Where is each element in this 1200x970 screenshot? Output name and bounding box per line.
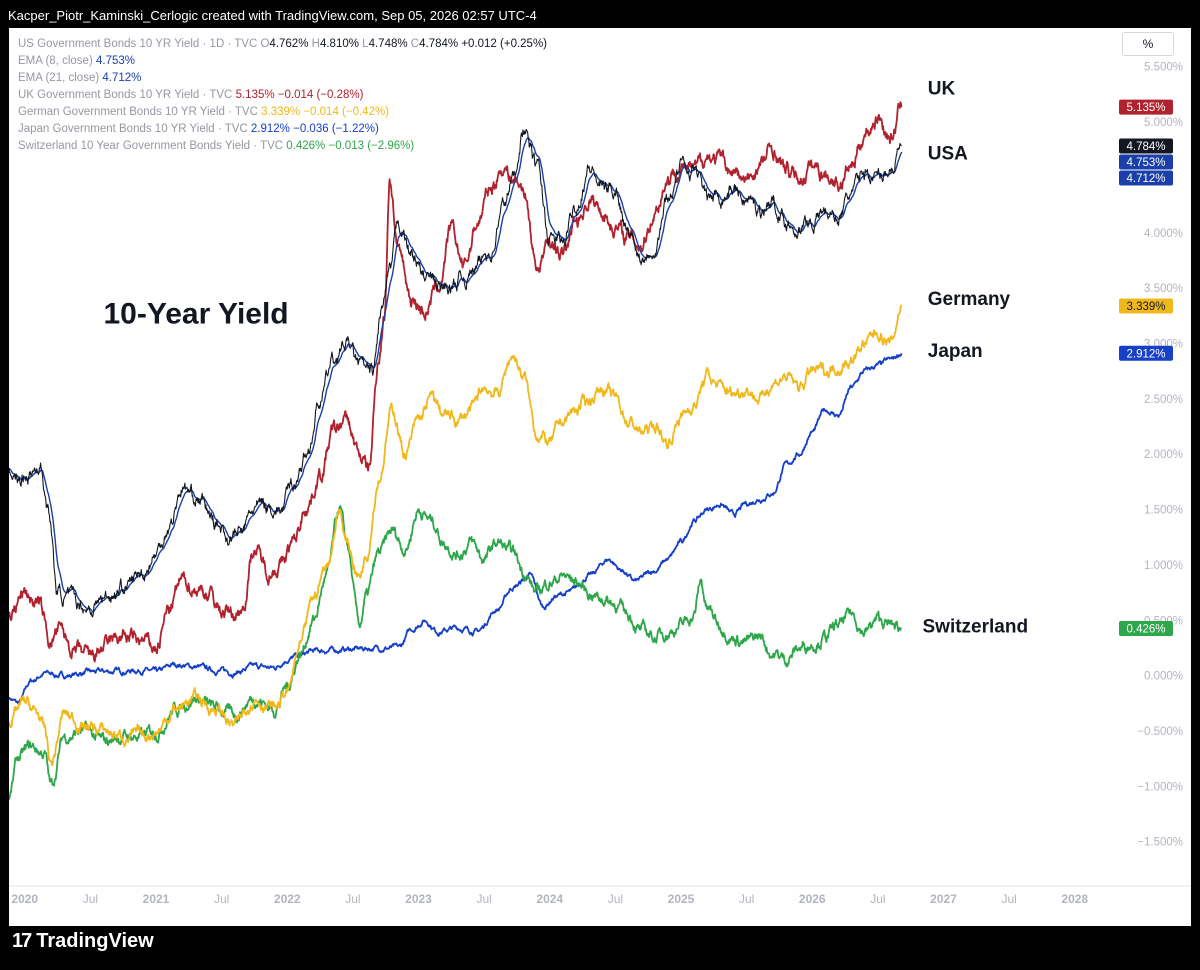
y-tick-label: 0.000% xyxy=(1144,671,1183,683)
y-tick-label: 1.500% xyxy=(1144,505,1183,517)
series-annotation: Japan xyxy=(928,341,983,362)
legend-de-value: 3.339% xyxy=(261,106,301,118)
y-tick-label: 5.000% xyxy=(1144,117,1183,129)
x-tick-label: 2022 xyxy=(274,892,301,906)
x-tick-label: Jul xyxy=(214,892,229,906)
series-line-uk xyxy=(9,101,903,663)
legend-ema8-value: 4.753% xyxy=(95,55,135,67)
legend-row-us[interactable]: US Government Bonds 10 YR Yield · 1D · T… xyxy=(18,36,547,53)
series-annotation: USA xyxy=(928,144,968,165)
price-tag-label: 4.712% xyxy=(1126,173,1165,185)
y-tick-label: 1.000% xyxy=(1144,560,1183,572)
price-tag xyxy=(1119,620,1173,636)
y-tick-label: 4.000% xyxy=(1144,228,1183,240)
legend-jp-value: 2.912% xyxy=(250,123,290,135)
x-tick-label: 2020 xyxy=(11,892,38,906)
price-tag xyxy=(1119,99,1173,115)
x-tick-label: 2021 xyxy=(143,892,170,906)
x-tick-label: Jul xyxy=(1001,892,1016,906)
x-tick-label: Jul xyxy=(83,892,98,906)
legend-de-change: −0.014 (−0.42%) xyxy=(303,106,390,118)
y-tick-label: 2.000% xyxy=(1144,449,1183,461)
percent-scale-button[interactable]: % xyxy=(1122,32,1174,56)
price-tag-label: 4.753% xyxy=(1126,157,1165,169)
y-tick-label: −1.500% xyxy=(1137,837,1183,849)
chart-title: 10-Year Yield xyxy=(104,298,289,331)
x-tick-label: 2025 xyxy=(668,892,695,906)
series-line-us-ema xyxy=(9,137,903,613)
tradingview-logo[interactable]: 17 TradingView xyxy=(12,928,154,954)
legend-row-ema21[interactable]: EMA (21, close) 4.712% xyxy=(18,72,142,84)
x-tick-label: 2028 xyxy=(1061,892,1088,906)
legend-ch-change: −0.013 (−2.96%) xyxy=(328,140,415,152)
x-tick-label: 2026 xyxy=(799,892,826,906)
legend-us-ohlc: O4.762% H4.810% L4.748% C4.784% +0.012 (… xyxy=(260,38,547,50)
series-line-de xyxy=(9,304,902,767)
price-tag xyxy=(1119,298,1173,314)
x-tick-label: Jul xyxy=(739,892,754,906)
series-annotation: Switzerland xyxy=(923,616,1029,637)
attribution-text: Kacper_Piotr_Kaminski_Cerlogic created w… xyxy=(8,8,537,23)
chart-canvas[interactable]: 5.500%5.000%4.000%3.500%3.000%2.500%2.00… xyxy=(9,28,1191,926)
tradingview-logo-icon: 17 xyxy=(12,929,32,952)
price-tag xyxy=(1119,170,1173,186)
legend-uk-change: −0.014 (−0.28%) xyxy=(277,89,364,101)
price-tag xyxy=(1119,345,1173,361)
chart-panel[interactable]: 5.500% 5.000% 4.000% 3.500% 3.000% 2.500% 2.00… xyxy=(9,28,1191,926)
x-tick-label: 2024 xyxy=(536,892,563,906)
y-tick-label: 2.500% xyxy=(1144,394,1183,406)
y-tick-label: −0.500% xyxy=(1137,726,1183,738)
legend-row-ema8[interactable]: EMA (8, close) 4.753% xyxy=(18,55,135,67)
price-tag-label: 2.912% xyxy=(1126,348,1165,360)
series-line-ch xyxy=(9,505,902,800)
legend-row-de[interactable]: German Government Bonds 10 YR Yield · TV… xyxy=(18,106,390,118)
price-tag-label: 3.339% xyxy=(1126,301,1165,313)
x-tick-label: Jul xyxy=(870,892,885,906)
series-annotation: UK xyxy=(928,78,956,99)
legend-uk-value: 5.135% xyxy=(235,89,275,101)
x-tick-label: Jul xyxy=(476,892,491,906)
legend-ch-value: 0.426% xyxy=(286,140,326,152)
x-tick-label: Jul xyxy=(345,892,360,906)
x-tick-label: Jul xyxy=(608,892,623,906)
tradingview-logo-text: TradingView xyxy=(36,929,154,952)
x-tick-label: 2023 xyxy=(405,892,432,906)
price-tag-label: 4.784% xyxy=(1126,141,1165,153)
series-line-jp xyxy=(9,353,903,705)
series-legend: US Government Bonds 10 YR Yield · 1D · T… xyxy=(18,36,547,155)
legend-jp-change: −0.036 (−1.22%) xyxy=(293,123,379,135)
legend-us-label: US Government Bonds 10 YR Yield · 1D · T… xyxy=(18,38,258,50)
price-tag xyxy=(1119,138,1173,154)
y-tick-label: 5.500% xyxy=(1144,62,1183,74)
x-tick-label: 2027 xyxy=(930,892,957,906)
series-line-us xyxy=(9,128,902,618)
price-tag-label: 5.135% xyxy=(1126,102,1165,114)
legend-row-ch[interactable]: Switzerland 10 Year Government Bonds Yie… xyxy=(18,140,415,152)
series-annotation: Germany xyxy=(928,289,1011,310)
bottom-bar xyxy=(0,926,1200,970)
top-bar: Kacper_Piotr_Kaminski_Cerlogic created w… xyxy=(0,0,1200,28)
price-tag xyxy=(1119,154,1173,170)
price-tag-label: 0.426% xyxy=(1126,623,1165,635)
legend-row-uk[interactable]: UK Government Bonds 10 YR Yield · TVC 5.… xyxy=(18,89,364,101)
legend-ema21-value: 4.712% xyxy=(102,72,142,84)
legend-row-jp[interactable]: Japan Government Bonds 10 YR Yield · TVC… xyxy=(18,123,379,135)
y-tick-label: 3.500% xyxy=(1144,283,1183,295)
y-tick-label: −1.000% xyxy=(1137,781,1183,793)
